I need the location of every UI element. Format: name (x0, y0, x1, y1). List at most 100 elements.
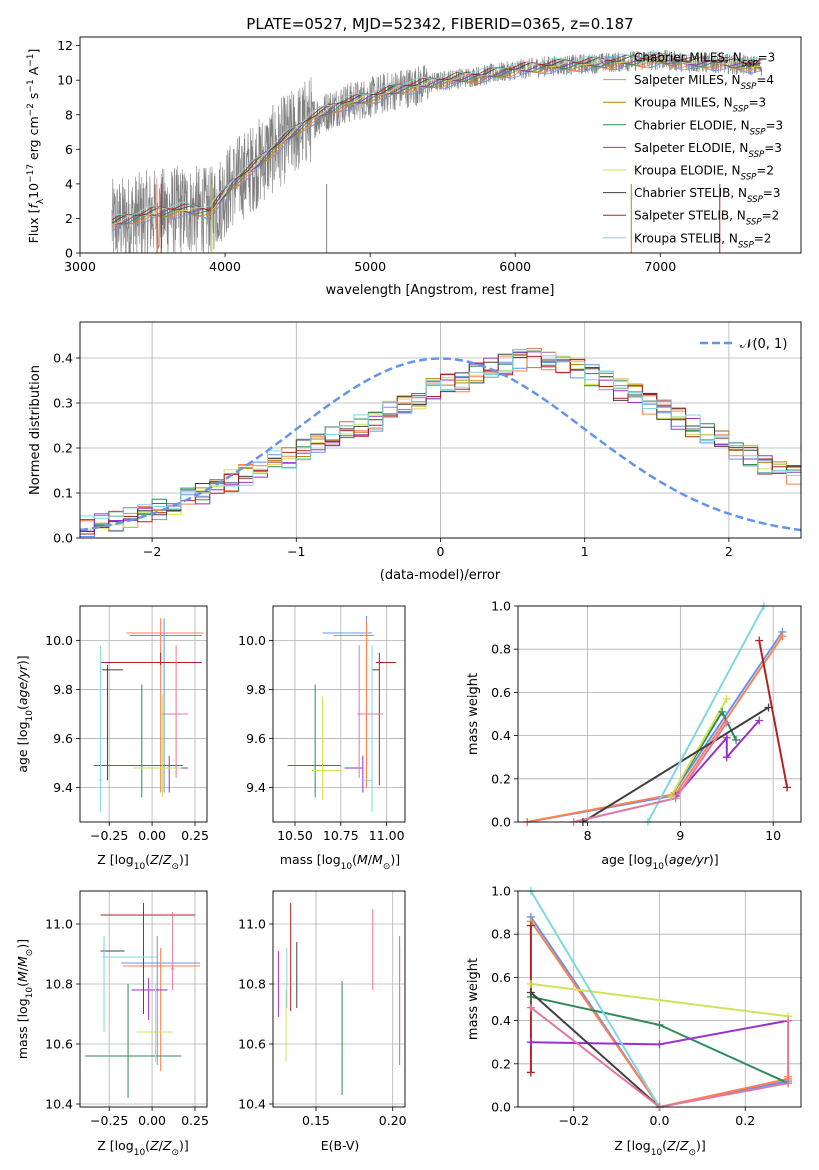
label-part: )] (709, 852, 719, 867)
label-part: =2 (754, 231, 772, 245)
label-part: A (26, 66, 41, 79)
plot-area (277, 903, 401, 1095)
axes-frame (79, 321, 802, 539)
marker-pink (784, 1016, 793, 1025)
x-tick-label: 2 (725, 544, 733, 559)
plot-residuals: −2 −1 0 1 2 0.0 0.1 0.2 0.3 0.4 𝒩(0, 1) (data-model… (28, 321, 802, 583)
plot-area (93, 618, 204, 813)
label-part: erg cm (26, 116, 41, 164)
y-tick-label: 6 (65, 142, 73, 157)
label-part: SSP (733, 105, 750, 115)
label-part: −1 (26, 79, 36, 92)
marker-pink (784, 1079, 793, 1088)
x-tick-label: 10 (765, 828, 781, 843)
label-part: ⊙ (171, 862, 179, 872)
y-tick-label: 10.4 (238, 1097, 266, 1112)
x-tick-label: −0.2 (559, 1113, 589, 1128)
y-tick-label: 12 (57, 38, 73, 53)
y-tick-label: 9.8 (53, 682, 73, 697)
series-line-kroupa_stelib (647, 606, 765, 822)
marker-salpeter_elodie (722, 753, 731, 762)
y-tick-label: 0.4 (491, 1013, 511, 1028)
y-tick-label: 2 (65, 211, 73, 226)
x-tick-label: −0.25 (90, 828, 128, 843)
label-part: ⊙ (25, 949, 35, 957)
y-tick-label: 8 (65, 107, 73, 122)
label-part: / (159, 1138, 164, 1153)
series-line-kroupa_stelib (530, 891, 661, 1107)
marker-chabrier_stelib (526, 988, 535, 997)
y-tick-label: 0.6 (491, 685, 511, 700)
legend-label: Salpeter MILES, NSSP=4 (634, 73, 774, 92)
label-part: −1 (26, 53, 36, 66)
label-part: Salpeter ELODIE, N (634, 141, 748, 155)
y-tick-label: 0.4 (53, 351, 73, 366)
label-part: =4 (756, 73, 774, 87)
legend-label: Kroupa ELODIE, NSSP=2 (634, 164, 774, 183)
legend-label: Salpeter ELODIE, NSSP=3 (634, 141, 782, 160)
label-part: )] (15, 939, 30, 949)
marker-kroupa_elodie (526, 979, 535, 988)
axes-frame (272, 890, 406, 1108)
y-tick-label: 11.0 (45, 917, 73, 932)
x-tick-label: 9 (676, 828, 684, 843)
label-part: / (15, 966, 30, 971)
label-part: ( (352, 852, 357, 867)
label-part: ⊙ (383, 862, 391, 872)
y-tick-label: 9.4 (246, 780, 266, 795)
y-tick-label: 0.6 (491, 970, 511, 985)
axis-label-z: Z [log10(Z/Z⊙)] (614, 1138, 706, 1158)
label-part: Kroupa STELIB, N (634, 231, 738, 245)
label-part: SSP (746, 218, 763, 228)
marker-pink (722, 718, 731, 727)
x-axis-label: E(B-V) (321, 1138, 360, 1153)
series-line-salpeter_miles (527, 635, 784, 822)
label-part: / (676, 1138, 681, 1153)
x-tick-label: 0.20 (379, 1113, 407, 1128)
y-tick-label: 0.0 (491, 815, 511, 830)
axes-frame (79, 890, 208, 1108)
marker-chabrier_elodie (718, 707, 727, 716)
label-part: s (26, 93, 41, 104)
marker-salpeter_stelib (526, 1068, 535, 1077)
label-part: Z [log (614, 1138, 650, 1153)
y-tick-label: 0.0 (53, 531, 73, 546)
label-part: =2 (762, 209, 780, 223)
label-part: ( (15, 705, 30, 710)
label-part: =3 (765, 118, 783, 132)
label-part: mass [log (15, 998, 30, 1059)
plot-mass_vs_ebv: 0.15 0.20 10.4 10.6 10.8 11.0 E(B-V) (238, 890, 407, 1153)
y-axis-label: mass weight (466, 958, 481, 1040)
plot-massweight_vs_z: −0.2 0.0 0.20.00.20.40.60.81.0Z [log10(Z/Z… (466, 884, 802, 1158)
marker-kroupa_elodie (667, 792, 676, 801)
axes-frame (79, 605, 208, 823)
x-tick-label: −1 (287, 544, 305, 559)
label-part: ( (145, 852, 150, 867)
label-part: )] (696, 1138, 706, 1153)
label-part: age [log (15, 721, 30, 772)
label-part: ] (26, 49, 41, 54)
plot-area (527, 606, 789, 822)
marker-chabrier_elodie (655, 1020, 664, 1029)
label-part: age/yr (15, 664, 30, 705)
label-part: Z (666, 1138, 676, 1153)
label-part: )] (179, 852, 189, 867)
marker-kroupa_elodie (722, 694, 731, 703)
label-part: ( (664, 852, 669, 867)
y-tick-label: 4 (65, 176, 73, 191)
x-tick-label: 0.0 (650, 1113, 670, 1128)
label-part: Z [log (97, 1138, 133, 1153)
x-tick-label: 6000 (499, 259, 531, 274)
y-tick-label: 0.8 (491, 642, 511, 657)
axis-label-age: age [log10(age/yr)] (601, 852, 718, 872)
y-tick-label: 0.2 (53, 441, 73, 456)
label-part: =3 (758, 51, 776, 65)
label-part: ( (662, 1138, 667, 1153)
marker-salpeter_elodie (655, 1040, 664, 1049)
label-part: 10 (25, 710, 35, 722)
label-part: age/yr (669, 852, 710, 867)
series-line-kroupa_elodie (670, 698, 728, 797)
y-tick-label: 0 (65, 246, 73, 261)
